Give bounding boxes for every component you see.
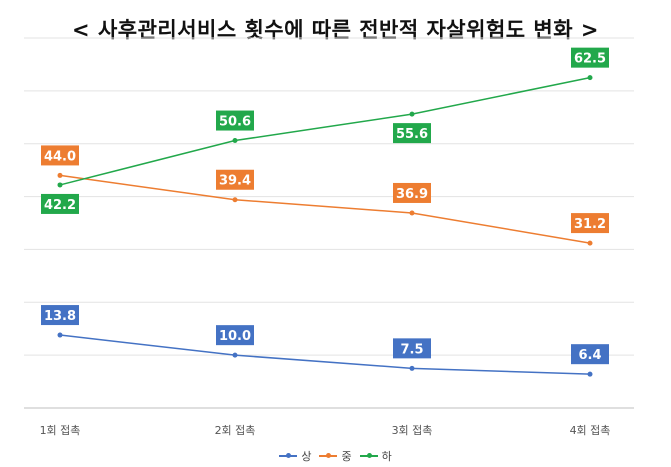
data-label-box <box>216 110 254 131</box>
series-lines <box>57 75 593 377</box>
data-point <box>587 75 593 81</box>
data-point <box>409 365 415 371</box>
data-label-box <box>393 123 431 144</box>
data-label: 44.0 <box>44 149 76 164</box>
data-label: 62.5 <box>574 52 606 67</box>
data-point <box>57 332 63 338</box>
data-label: 7.5 <box>400 342 423 357</box>
data-point <box>409 111 415 117</box>
x-tick-label: 3회 접촉 <box>392 424 433 437</box>
data-label: 10.0 <box>219 329 251 344</box>
data-label-box <box>41 145 79 166</box>
legend-swatch <box>319 453 338 458</box>
series-line-2 <box>59 174 591 244</box>
data-label: 6.4 <box>578 348 601 363</box>
data-label: 39.4 <box>219 174 251 189</box>
x-tick-label: 4회 접촉 <box>570 424 611 437</box>
data-point <box>57 172 63 178</box>
x-axis-ticks: 1회 접촉 2회 접촉 3회 접촉 4회 접촉 <box>40 424 611 437</box>
data-point <box>409 210 415 216</box>
data-label-box <box>216 325 254 346</box>
legend-label: 하 <box>381 450 392 463</box>
data-label-box <box>41 193 79 214</box>
data-point <box>232 352 238 358</box>
legend-item: 상 <box>279 448 311 464</box>
data-point <box>587 371 593 377</box>
legend-label: 상 <box>301 450 312 463</box>
data-label-box <box>393 182 431 203</box>
data-label-box <box>216 169 254 190</box>
data-label: 42.2 <box>44 198 76 213</box>
data-label-box <box>41 305 79 326</box>
x-tick-label: 2회 접촉 <box>215 424 256 437</box>
gridlines <box>24 37 634 409</box>
data-point <box>232 138 238 144</box>
data-label-box <box>393 338 431 359</box>
data-label-box <box>571 47 609 68</box>
data-point <box>57 182 63 188</box>
series-line-3 <box>59 76 591 186</box>
data-point <box>232 197 238 203</box>
data-label: 36.9 <box>396 187 428 202</box>
data-label: 13.8 <box>44 309 76 324</box>
data-label-box <box>571 213 609 234</box>
data-label: 55.6 <box>396 127 428 142</box>
legend-item: 하 <box>359 448 392 464</box>
data-label: 50.6 <box>219 115 251 130</box>
data-point <box>587 240 593 246</box>
data-label-box <box>571 344 609 365</box>
data-label: 31.2 <box>574 217 606 232</box>
legend-swatch <box>359 453 378 458</box>
legend-swatch <box>279 453 298 458</box>
legend-item: 중 <box>319 448 352 464</box>
legend-label: 중 <box>341 450 352 463</box>
series-line-1 <box>59 334 591 375</box>
data-labels: 13.8 10.0 7.5 6.4 44.0 39.4 36.9 31.2 42.2 50.6 55… <box>41 47 609 365</box>
x-tick-label: 1회 접촉 <box>40 424 81 437</box>
